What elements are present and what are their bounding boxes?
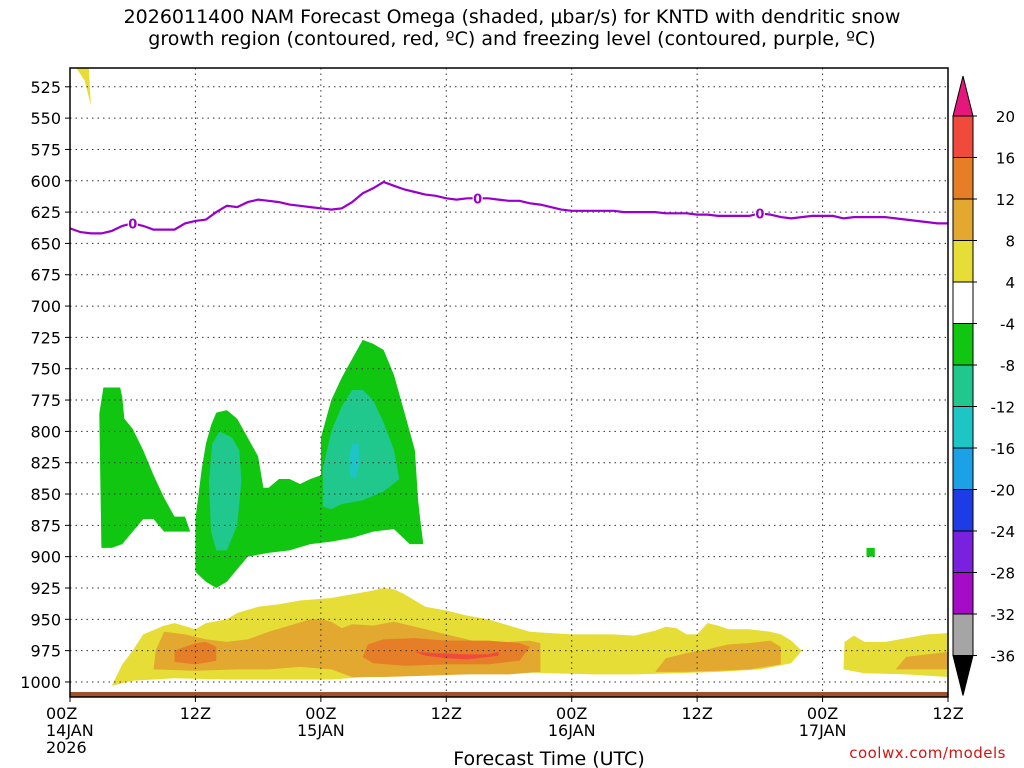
x-tick-label-36-1: 12Z [431, 704, 462, 723]
axes-layer: 525 550 575 600 625 650 675 700 725 750 775 800 825 8… [20, 67, 964, 768]
freezing-label-bg-2 [754, 205, 765, 220]
credit-label: coolwx.com/models [849, 744, 1006, 762]
x-tick-label-12-1: 12Z [180, 704, 211, 723]
freezing-level-layer: 0 0 0 [69, 180, 948, 235]
colorbar-label-7: -12 [991, 399, 1016, 417]
y-tick-label-850: 850 [30, 485, 61, 504]
y-tick-label-775: 775 [30, 391, 61, 410]
x-tick-label-72-2: 17JAN [799, 721, 847, 740]
y-tick-label-650: 650 [30, 234, 61, 253]
freezing-level-label-1: 0 [473, 192, 482, 207]
colorbar-label-11: -28 [991, 565, 1016, 583]
colorbar-label-5: -4 [1000, 316, 1015, 334]
terrain-layer [70, 691, 948, 697]
omega-shading-layer [76, 68, 948, 686]
colorbar-bottom-arrow [952, 655, 974, 696]
omega-region-4 [655, 640, 781, 672]
y-tick-label-1000: 1000 [20, 673, 61, 692]
terrain-strip [70, 691, 948, 697]
x-tick-label-84-1: 12Z [932, 704, 963, 723]
freezing-level-label-0: 0 [128, 217, 137, 232]
y-tick-label-525: 525 [30, 78, 61, 97]
omega-region-12 [322, 390, 400, 510]
colorbar-label-4: 4 [1005, 274, 1015, 292]
y-tick-label-575: 575 [30, 140, 61, 159]
y-tick-label-825: 825 [30, 454, 61, 473]
y-tick-label-750: 750 [30, 360, 61, 379]
colorbar-label-6: -8 [1000, 357, 1015, 375]
title-line-1: 2026011400 NAM Forecast Omega (shaded, μ… [123, 6, 901, 28]
omega-region-5 [895, 651, 948, 670]
colorbar-segment-11 [952, 572, 974, 615]
colorbar-segment-0 [952, 115, 974, 158]
colorbar-segment-4 [952, 281, 974, 324]
colorbar-label-0: 20 [996, 108, 1015, 126]
grid-layer [69, 68, 949, 697]
colorbar-segment-2 [952, 198, 974, 241]
y-tick-label-875: 875 [30, 516, 61, 535]
y-tick-label-900: 900 [30, 548, 61, 567]
y-tick-label-675: 675 [30, 266, 61, 285]
y-tick-label-550: 550 [30, 109, 61, 128]
x-tick-label-0-1: 00Z [46, 704, 77, 723]
y-tick-label-800: 800 [30, 422, 61, 441]
colorbar-label-8: -16 [991, 440, 1016, 458]
omega-region-11 [209, 431, 242, 551]
omega-region-6 [174, 641, 217, 665]
freezing-label-bg-0 [127, 215, 138, 230]
omega-region-0 [76, 68, 91, 106]
omega-region-8 [414, 651, 499, 660]
y-tick-label-950: 950 [30, 610, 61, 629]
colorbar-label-2: 12 [996, 191, 1015, 209]
freezing-level-line [69, 180, 948, 235]
x-tick-label-60-1: 12Z [681, 704, 712, 723]
colorbar-segment-9 [952, 489, 974, 532]
chart-title: 2026011400 NAM Forecast Omega (shaded, μ… [0, 6, 1024, 50]
colorbar-segment-7 [952, 406, 974, 449]
plot-frame [69, 67, 949, 698]
x-tick-label-0-2: 14JAN [46, 721, 94, 740]
x-tick-label-72-1: 00Z [807, 704, 838, 723]
freezing-label-bg-1 [472, 190, 483, 205]
colorbar-label-10: -24 [991, 523, 1016, 541]
colorbar: 20 16 12 8 4 -4 -8 -12 -16 -20 -24 -28 -32 -36 [952, 75, 1016, 696]
colorbar-segment-1 [952, 157, 974, 200]
omega-region-9 [99, 387, 191, 548]
x-tick-label-48-1: 00Z [556, 704, 587, 723]
colorbar-label-3: 8 [1005, 233, 1015, 251]
freezing-level-label-2: 0 [755, 207, 764, 222]
y-tick-label-600: 600 [30, 172, 61, 191]
omega-region-13 [349, 443, 360, 479]
y-tick-label-925: 925 [30, 579, 61, 598]
colorbar-label-12: -32 [991, 606, 1016, 624]
colorbar-segment-10 [952, 530, 974, 573]
x-tick-label-24-1: 00Z [305, 704, 336, 723]
x-tick-label-24-2: 15JAN [297, 721, 345, 740]
colorbar-segment-5 [952, 323, 974, 366]
x-tick-label-48-2: 16JAN [548, 721, 596, 740]
colorbar-segment-8 [952, 447, 974, 490]
title-line-2: growth region (contoured, red, ºC) and f… [148, 28, 876, 50]
colorbar-label-9: -20 [991, 482, 1016, 500]
colorbar-segment-6 [952, 364, 974, 407]
omega-region-14 [866, 547, 875, 557]
y-tick-label-625: 625 [30, 203, 61, 222]
y-tick-label-700: 700 [30, 297, 61, 316]
colorbar-label-13: -36 [991, 648, 1016, 666]
colorbar-segment-12 [952, 613, 974, 656]
colorbar-top-arrow [952, 75, 974, 117]
x-axis-label: Forecast Time (UTC) [453, 748, 644, 768]
colorbar-segment-3 [952, 240, 974, 283]
x-tick-label-0-3: 2026 [46, 738, 87, 757]
y-tick-label-725: 725 [30, 328, 61, 347]
y-tick-label-975: 975 [30, 642, 61, 661]
colorbar-label-1: 16 [996, 150, 1015, 168]
